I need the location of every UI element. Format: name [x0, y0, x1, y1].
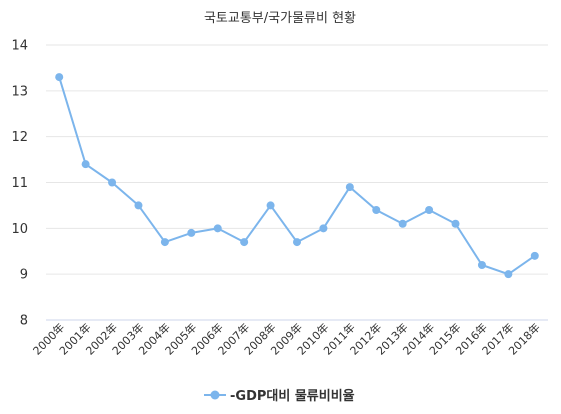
data-point[interactable] — [477, 261, 486, 269]
y-tick-label: 8 — [20, 314, 28, 329]
y-tick-label: 9 — [20, 268, 28, 283]
y-tick-label: 10 — [11, 222, 28, 237]
data-point[interactable] — [108, 178, 117, 187]
data-point[interactable] — [319, 224, 328, 233]
data-point[interactable] — [345, 183, 354, 192]
data-point[interactable] — [372, 206, 381, 214]
y-tick-label: 12 — [11, 130, 28, 145]
data-point[interactable] — [293, 238, 301, 247]
x-axis-ticks: 2000年2001年2002年2003年2004年2005年2006年2007年… — [30, 320, 543, 357]
data-point[interactable] — [266, 201, 275, 210]
data-point[interactable] — [134, 201, 143, 210]
y-tick-label: 13 — [11, 84, 28, 99]
y-tick-label: 14 — [11, 39, 28, 54]
data-point[interactable] — [160, 238, 169, 247]
data-point[interactable] — [530, 251, 539, 260]
y-tick-label: 11 — [11, 176, 28, 191]
data-point[interactable] — [425, 206, 434, 214]
legend-marker-icon — [210, 390, 220, 400]
chart-title: 국토교통부/국가물류비 현황 — [204, 11, 356, 26]
data-point[interactable] — [398, 219, 407, 228]
series-layer — [55, 73, 539, 279]
y-axis-ticks: 8 9 10 11 12 13 14 — [11, 39, 28, 329]
legend-label: -GDP대비 물류비비율 — [230, 388, 355, 404]
gridlines — [46, 44, 548, 321]
data-point[interactable] — [55, 73, 64, 82]
data-point[interactable] — [187, 228, 196, 237]
data-point[interactable] — [213, 224, 222, 233]
data-point[interactable] — [240, 238, 249, 247]
legend[interactable]: -GDP대비 물류비비율 — [204, 388, 355, 404]
data-point[interactable] — [451, 219, 460, 228]
data-point[interactable] — [81, 160, 90, 169]
data-point[interactable] — [504, 270, 513, 279]
